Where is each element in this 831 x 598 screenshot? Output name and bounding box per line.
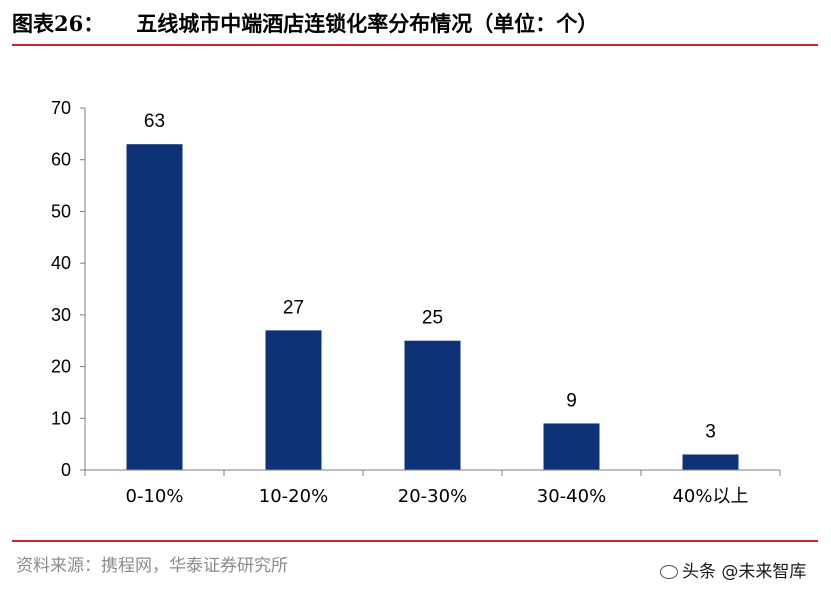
bar bbox=[682, 454, 739, 470]
y-axis: 0 10 20 30 40 50 60 70 bbox=[51, 98, 86, 480]
title-text: 五线城市中端酒店连锁化率分布情况（单位：个） bbox=[136, 11, 599, 36]
watermark: 头条 @未来智库 bbox=[660, 558, 806, 586]
bar-chart: 0 10 20 30 40 50 60 70 63 27 25 9 3 0-10% 10-20% 20-3… bbox=[51, 98, 781, 507]
data-label: 63 bbox=[144, 111, 165, 132]
data-label: 25 bbox=[422, 308, 443, 329]
x-axis: 0-10% 10-20% 20-30% 30-40% 40%以上 bbox=[84, 469, 781, 507]
data-labels: 63 27 25 9 3 bbox=[144, 111, 716, 442]
y-tick-label: 10 bbox=[51, 408, 71, 428]
figure-label: 图表26： bbox=[12, 11, 105, 36]
chart-title: 图表26： 五线城市中端酒店连锁化率分布情况（单位：个） bbox=[12, 6, 820, 42]
bar bbox=[404, 340, 461, 470]
y-tick-label: 60 bbox=[51, 150, 71, 170]
x-tick-label: 40%以上 bbox=[672, 486, 748, 507]
x-tick-label: 0-10% bbox=[126, 486, 184, 507]
y-tick-label: 30 bbox=[51, 305, 71, 325]
y-tick-label: 70 bbox=[51, 98, 71, 118]
watermark-text: 头条 @未来智库 bbox=[682, 562, 807, 582]
bottom-divider bbox=[12, 540, 818, 542]
y-tick-label: 20 bbox=[51, 357, 71, 377]
bars bbox=[126, 144, 739, 470]
source-note: 资料来源：携程网，华泰证券研究所 bbox=[16, 556, 288, 576]
x-tick-label: 20-30% bbox=[398, 486, 467, 507]
top-divider bbox=[12, 44, 818, 46]
bar bbox=[265, 330, 322, 470]
watermark-icon bbox=[660, 565, 678, 579]
y-tick-label: 40 bbox=[51, 253, 71, 273]
bar bbox=[543, 423, 600, 470]
x-tick-label: 30-40% bbox=[537, 486, 606, 507]
y-tick-label: 50 bbox=[51, 201, 71, 221]
data-label: 9 bbox=[566, 390, 577, 411]
x-tick-label: 10-20% bbox=[259, 486, 328, 507]
y-tick-label: 0 bbox=[61, 460, 71, 480]
data-label: 3 bbox=[705, 421, 716, 442]
data-label: 27 bbox=[283, 297, 304, 318]
bar bbox=[126, 144, 183, 470]
